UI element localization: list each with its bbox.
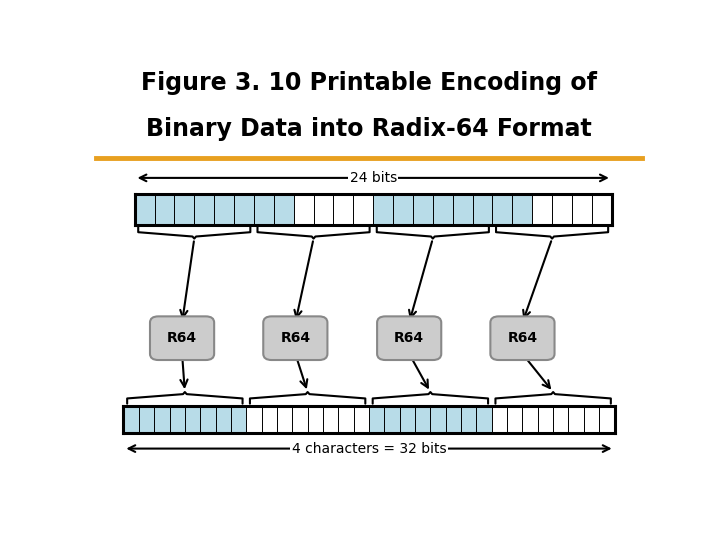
Bar [523,406,538,433]
Bar [477,406,492,433]
Bar [215,406,231,433]
Bar [384,406,400,433]
Bar [569,406,584,433]
FancyBboxPatch shape [490,316,554,360]
Bar [185,406,200,433]
Bar [155,194,174,225]
Bar [446,406,461,433]
Text: Binary Data into Radix-64 Format: Binary Data into Radix-64 Format [146,117,592,141]
Bar [584,406,599,433]
Bar [431,406,446,433]
Bar [532,194,552,225]
Bar [292,406,307,433]
Bar [200,406,215,433]
FancyBboxPatch shape [264,316,328,360]
Bar [393,194,413,225]
FancyBboxPatch shape [377,316,441,360]
Bar [461,406,477,433]
Bar [472,194,492,225]
FancyBboxPatch shape [150,316,214,360]
Bar [453,194,472,225]
Bar [415,406,431,433]
Bar [124,406,139,433]
Text: R64: R64 [280,331,310,345]
Bar [261,406,277,433]
Text: R64: R64 [167,331,197,345]
Text: Figure 3. 10 Printable Encoding of: Figure 3. 10 Printable Encoding of [141,71,597,95]
Bar [194,194,214,225]
Bar [572,194,592,225]
Bar [154,406,169,433]
Bar [553,406,569,433]
Bar [492,194,513,225]
Bar [507,406,523,433]
Bar [400,406,415,433]
Bar [294,194,313,225]
Bar [552,194,572,225]
Text: 4 characters = 32 bits: 4 characters = 32 bits [292,442,446,456]
Bar [231,406,246,433]
Bar [214,194,234,225]
Bar [274,194,294,225]
Text: R64: R64 [394,331,424,345]
Text: R64: R64 [508,331,538,345]
Bar [139,406,154,433]
Bar [338,406,354,433]
Text: 24 bits: 24 bits [349,171,397,185]
Bar [492,406,507,433]
Bar [254,194,274,225]
Bar [246,406,261,433]
Bar [373,194,393,225]
Bar [513,194,532,225]
Bar [277,406,292,433]
Bar [333,194,354,225]
Bar [433,194,453,225]
Bar [307,406,323,433]
Bar [323,406,338,433]
Bar [538,406,553,433]
Bar [135,194,155,225]
Bar [413,194,433,225]
Bar [174,194,194,225]
Bar [169,406,185,433]
Bar [354,194,373,225]
Bar [234,194,254,225]
Bar [599,406,615,433]
Bar [354,406,369,433]
Bar [369,406,384,433]
Bar [592,194,612,225]
Bar [313,194,333,225]
